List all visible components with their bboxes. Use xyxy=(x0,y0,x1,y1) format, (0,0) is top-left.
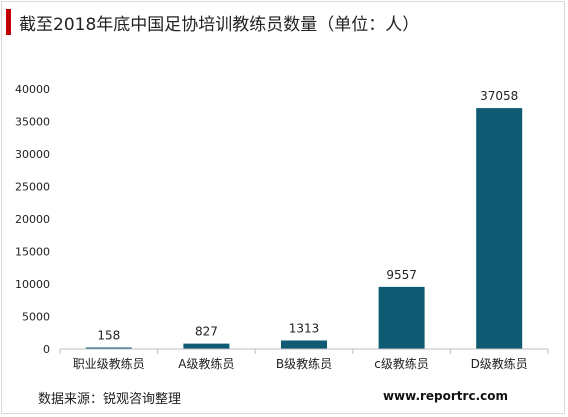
source-note: 数据来源：锐观咨询整理 xyxy=(38,392,182,407)
data-label: 158 xyxy=(97,329,120,343)
data-label: 37058 xyxy=(480,89,518,103)
y-tick-label: 40000 xyxy=(15,83,50,96)
y-tick-label: 35000 xyxy=(15,116,50,129)
y-tick-label: 15000 xyxy=(15,246,50,259)
data-label: 1313 xyxy=(289,321,320,335)
bar xyxy=(476,108,523,349)
x-category-label: 职业级教练员 xyxy=(73,356,145,371)
x-category-label: D级教练员 xyxy=(471,356,528,371)
data-labels: 158 827 1313 9557 37058 xyxy=(97,89,518,342)
title-accent-bar xyxy=(6,9,11,35)
y-tick-label: 20000 xyxy=(15,213,50,226)
y-tick-label: 10000 xyxy=(15,278,50,291)
bars xyxy=(85,108,523,349)
chart-title: 截至2018年底中国足协培训教练员数量（单位：人） xyxy=(19,14,420,35)
title-row: 截至2018年底中国足协培训教练员数量（单位：人） xyxy=(6,8,419,36)
bar xyxy=(378,286,425,349)
data-label: 9557 xyxy=(386,268,417,282)
bar xyxy=(183,343,230,349)
x-axis-labels: 职业级教练员 A级教练员 B级教练员 c级教练员 D级教练员 xyxy=(73,356,528,371)
x-category-label: A级教练员 xyxy=(178,356,234,371)
x-category-label: c级教练员 xyxy=(374,356,429,371)
x-category-label: B级教练员 xyxy=(276,356,332,371)
bar xyxy=(281,340,327,349)
y-axis-ticks: 0 5000 10000 15000 20000 25000 30000 35000 40000 xyxy=(15,83,50,356)
y-tick-label: 30000 xyxy=(15,148,50,161)
y-tick-label: 5000 xyxy=(22,311,50,324)
bar xyxy=(85,347,132,349)
x-axis-ticks xyxy=(59,349,549,354)
data-label: 827 xyxy=(195,325,218,339)
website-watermark: www.reportrc.com xyxy=(382,389,508,403)
y-tick-label: 25000 xyxy=(15,181,50,194)
y-tick-label: 0 xyxy=(43,343,50,356)
